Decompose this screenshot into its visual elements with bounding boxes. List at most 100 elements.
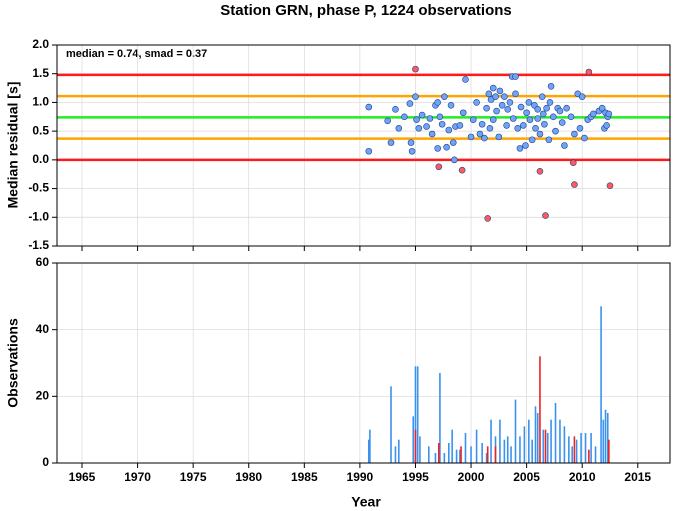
point <box>571 181 578 188</box>
point <box>489 84 497 92</box>
point <box>492 93 499 100</box>
bar <box>594 446 597 463</box>
point <box>536 168 544 175</box>
bar <box>604 409 607 463</box>
bar <box>510 446 512 463</box>
point <box>401 113 408 121</box>
point <box>438 120 446 128</box>
point <box>525 99 533 106</box>
point <box>581 134 588 142</box>
point <box>483 104 490 112</box>
bar <box>534 406 537 463</box>
y-tick-label: -1.0 <box>28 209 49 223</box>
bar <box>563 426 566 463</box>
bar <box>542 429 545 463</box>
bar <box>414 429 417 463</box>
point <box>462 76 469 83</box>
point <box>467 133 475 141</box>
point <box>498 102 506 109</box>
x-tick-label: 1975 <box>180 470 207 484</box>
point <box>415 124 423 132</box>
point <box>406 100 414 107</box>
x-tick-label: 2000 <box>458 470 485 484</box>
point <box>485 90 493 98</box>
point <box>598 104 606 112</box>
bar <box>580 433 582 463</box>
point <box>546 99 554 106</box>
point <box>486 124 494 132</box>
point <box>516 145 524 152</box>
point <box>423 123 430 130</box>
point <box>365 103 373 111</box>
point <box>541 120 548 128</box>
x-tick-label: 2010 <box>569 470 596 484</box>
point <box>571 130 578 138</box>
x-axis-label: Year <box>351 494 381 510</box>
point <box>519 122 527 129</box>
point <box>435 163 443 171</box>
bar <box>464 433 467 463</box>
point <box>534 115 542 122</box>
point <box>407 139 415 146</box>
y-tick-label: 0 <box>42 455 49 469</box>
point <box>534 106 542 113</box>
point <box>509 115 517 122</box>
bar <box>439 373 441 463</box>
bar <box>531 439 533 463</box>
bar <box>443 453 446 463</box>
x-tick-label: 1985 <box>291 470 318 484</box>
bar <box>503 439 506 463</box>
point <box>495 133 503 141</box>
point <box>418 111 426 119</box>
point <box>517 103 525 111</box>
bar <box>367 439 370 463</box>
point <box>458 166 466 174</box>
point <box>603 122 610 129</box>
point <box>569 159 577 167</box>
bar <box>590 433 592 463</box>
bar <box>544 429 547 463</box>
y-tick-label: 1.5 <box>32 66 49 80</box>
point <box>456 122 464 129</box>
point <box>578 93 586 100</box>
point <box>543 104 550 112</box>
point <box>563 104 570 112</box>
x-tick-label: 1990 <box>347 470 374 484</box>
point <box>459 109 467 117</box>
point <box>428 130 436 138</box>
point <box>412 93 419 100</box>
point <box>606 182 614 189</box>
y-tick-label: 0.0 <box>32 152 49 166</box>
bar <box>546 433 549 463</box>
bar <box>451 429 453 463</box>
bar <box>416 366 419 463</box>
point <box>532 124 539 132</box>
bar <box>394 446 397 463</box>
bar <box>571 446 573 463</box>
bar <box>448 443 450 463</box>
bar <box>470 446 472 463</box>
x-tick-label: 2015 <box>624 470 651 484</box>
point <box>451 156 458 164</box>
x-tick-label: 1970 <box>124 470 151 484</box>
bar <box>419 436 421 463</box>
point <box>503 122 510 129</box>
bar <box>490 419 492 463</box>
point <box>542 212 549 219</box>
bar <box>536 413 539 463</box>
x-tick-label: 1965 <box>69 470 96 484</box>
point <box>585 68 593 76</box>
bar <box>568 436 570 463</box>
point <box>426 115 434 122</box>
bar <box>528 419 530 463</box>
point <box>408 147 416 155</box>
bar <box>412 416 415 463</box>
y-axis-label: Observations <box>5 318 21 408</box>
plot-frame <box>56 262 671 464</box>
point <box>473 99 480 106</box>
point <box>590 110 597 118</box>
y-tick-label: 60 <box>36 255 50 269</box>
chart-title: Station GRN, phase P, 1224 observations <box>220 2 512 19</box>
bar <box>554 403 557 463</box>
